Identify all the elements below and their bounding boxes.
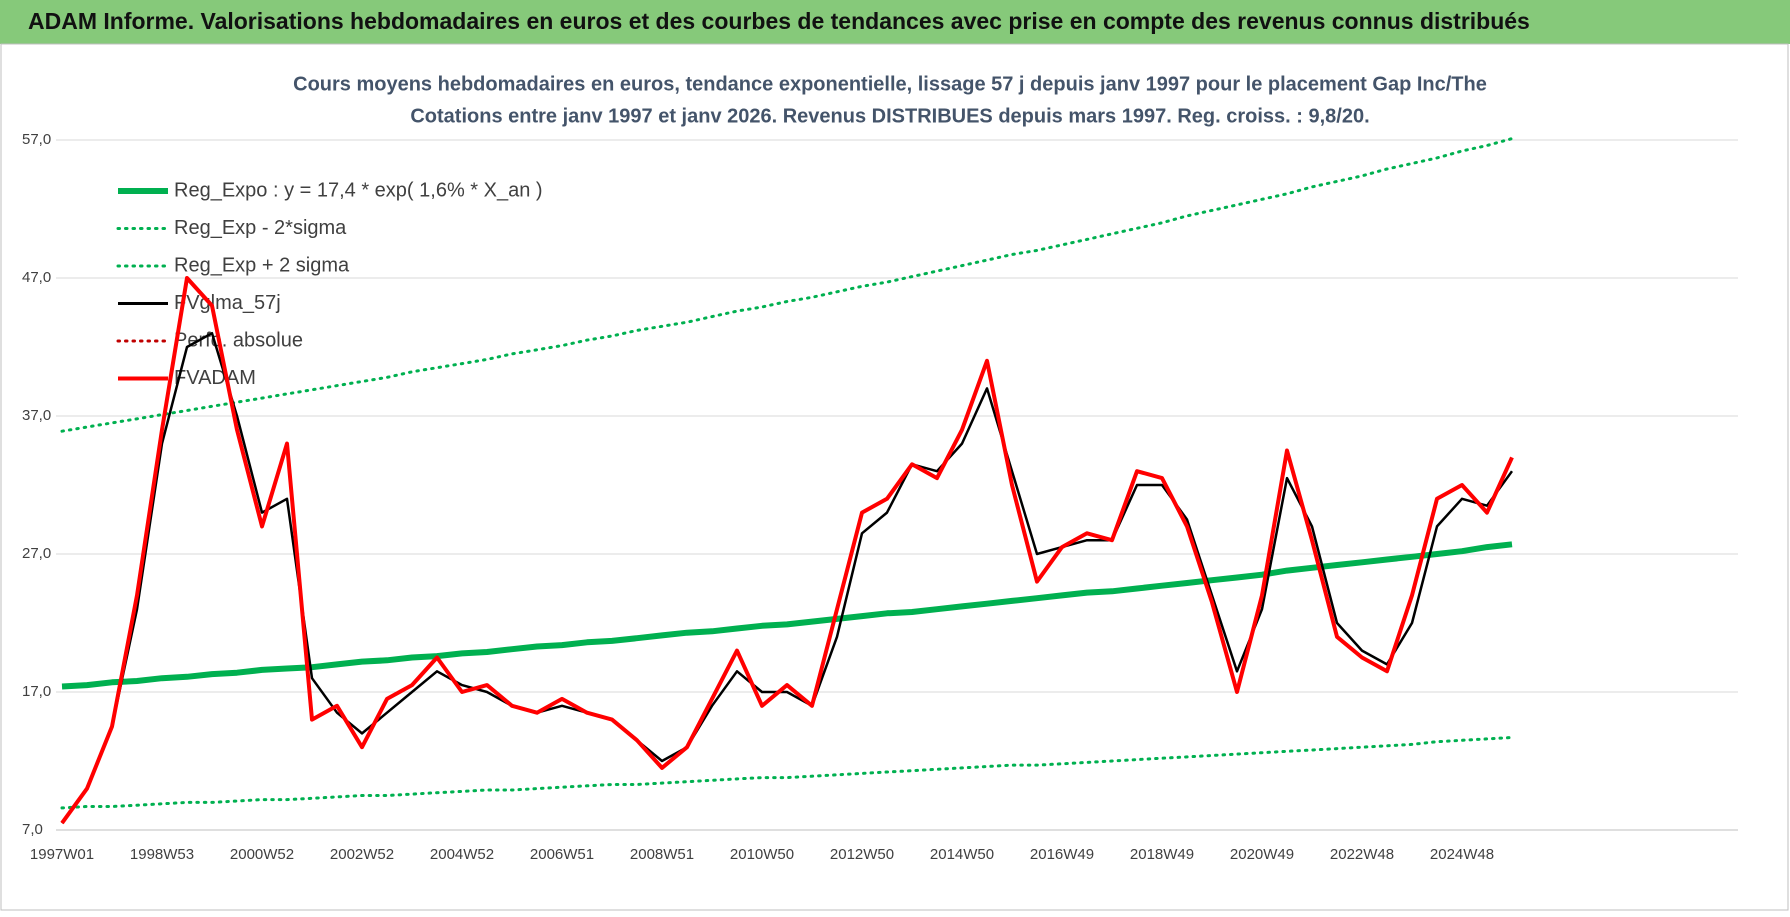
y-tick-label: 7,0: [22, 821, 43, 838]
legend-label: Reg_Expo : y = 17,4 * exp( 1,6% * X_an ): [174, 179, 543, 201]
x-tick-label: 2024W48: [1430, 846, 1494, 863]
legend-label: FVglma_57j: [174, 292, 281, 314]
legend-label: Reg_Exp - 2*sigma: [174, 217, 347, 239]
chart-subtitle: Cotations entre janv 1997 et janv 2026. …: [410, 105, 1369, 127]
y-tick-label: 27,0: [22, 545, 51, 562]
y-tick-label: 57,0: [22, 131, 51, 148]
legend-label: Reg_Exp + 2 sigma: [174, 254, 350, 276]
legend-label: Perfo. absolue: [174, 329, 303, 351]
series-line: [60, 137, 1514, 433]
x-tick-label: 2012W50: [830, 846, 894, 863]
x-tick-label: 2018W49: [1130, 846, 1194, 863]
x-tick-label: 2006W51: [530, 846, 594, 863]
banner-title: ADAM Informe. Valorisations hebdomadaire…: [28, 8, 1530, 34]
series-line: [60, 736, 1514, 810]
x-tick-label: 1998W53: [130, 846, 194, 863]
chart-title: Cours moyens hebdomadaires en euros, ten…: [293, 73, 1487, 95]
banner: [0, 0, 1790, 44]
series-line: [61, 541, 1513, 690]
legend: Reg_Expo : y = 17,4 * exp( 1,6% * X_an )…: [116, 179, 543, 389]
x-tick-label: 2004W52: [430, 846, 494, 863]
x-tick-label: 2016W49: [1030, 846, 1094, 863]
y-tick-label: 37,0: [22, 407, 51, 424]
chart-border: [0, 43, 1789, 911]
y-tick-label: 47,0: [22, 269, 51, 286]
x-tick-label: 2000W52: [230, 846, 294, 863]
x-tick-label: 2010W50: [730, 846, 794, 863]
x-tick-label: 1997W01: [30, 846, 94, 863]
x-tick-label: 2014W50: [930, 846, 994, 863]
y-tick-label: 17,0: [22, 683, 51, 700]
x-tick-label: 2008W51: [630, 846, 694, 863]
x-tick-label: 2002W52: [330, 846, 394, 863]
series-line: [60, 276, 1514, 825]
x-tick-label: 2022W48: [1330, 846, 1394, 863]
legend-label: FVADAM: [174, 367, 256, 389]
x-tick-label: 2020W49: [1230, 846, 1294, 863]
